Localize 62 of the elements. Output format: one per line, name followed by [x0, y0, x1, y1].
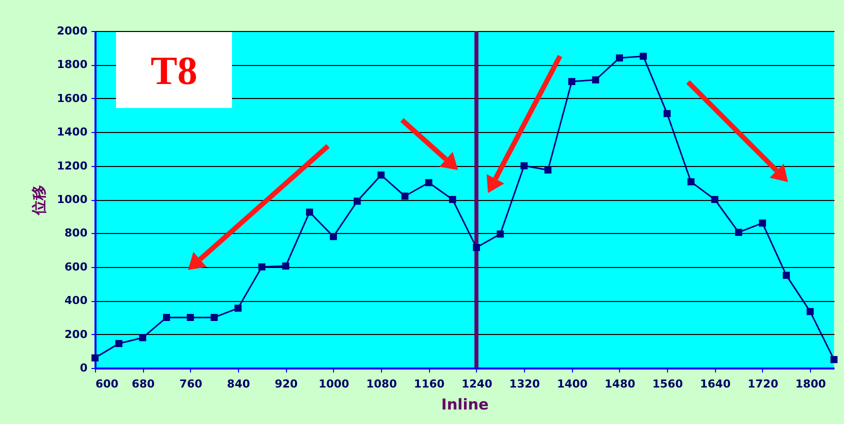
x-tick-label: 1560 — [652, 378, 684, 390]
point — [91, 354, 99, 362]
point — [210, 314, 218, 321]
x-tick-label: 600 — [96, 378, 119, 390]
point — [306, 208, 314, 216]
point — [378, 172, 385, 179]
point — [711, 196, 718, 204]
point — [330, 233, 337, 240]
y-tick-label: 200 — [64, 328, 88, 341]
x-tick-label: 680 — [132, 378, 155, 390]
x-tick-label: 1160 — [414, 378, 445, 390]
y-tick-label: 0 — [80, 362, 88, 374]
x-tick-label: 840 — [227, 378, 250, 390]
point — [687, 178, 695, 186]
x-tick-label: 1640 — [700, 378, 731, 390]
annotation: T8 — [116, 32, 232, 108]
x-tick-label: 1080 — [366, 378, 398, 390]
point — [520, 162, 528, 170]
point — [115, 340, 122, 348]
point — [258, 263, 266, 270]
x-tick-label: 1320 — [509, 378, 540, 390]
point — [282, 262, 290, 270]
y-tick-label: 1400 — [56, 126, 88, 139]
x-tick-label: 760 — [179, 378, 203, 390]
y-tick-label: 600 — [64, 260, 88, 274]
point — [830, 356, 838, 364]
x-tick-label: 1400 — [556, 378, 588, 390]
point — [592, 76, 600, 84]
y-tick-label: 1600 — [56, 92, 88, 105]
x-tick-label: 920 — [274, 378, 298, 390]
x-tick-label: 1800 — [795, 378, 826, 390]
x-tick-label: 1240 — [462, 378, 493, 390]
point — [139, 334, 146, 342]
point — [449, 196, 456, 204]
point — [568, 78, 576, 86]
y-tick-label: 400 — [64, 294, 88, 308]
point — [354, 198, 361, 205]
point — [472, 244, 480, 252]
point — [735, 228, 742, 236]
x-tick-label: 1480 — [604, 378, 636, 390]
y-axis-title: 位移 — [30, 185, 48, 216]
x-axis-title: Inline — [441, 396, 489, 414]
point — [758, 220, 766, 227]
x-tick-label: 1000 — [318, 378, 350, 390]
point — [782, 272, 790, 279]
point — [425, 179, 432, 186]
y-tick-label: 800 — [64, 226, 88, 240]
point — [496, 230, 504, 238]
y-tick-label: 1200 — [56, 159, 88, 172]
point — [234, 304, 242, 312]
y-tick-label: 1000 — [56, 193, 88, 206]
point — [186, 314, 194, 321]
x-tick-label: 1720 — [748, 378, 779, 390]
point — [664, 110, 671, 118]
point — [616, 54, 623, 62]
point — [401, 192, 408, 200]
point — [806, 308, 814, 316]
point — [162, 314, 170, 321]
point — [640, 52, 647, 60]
point — [544, 166, 552, 174]
y-tick-label: 1800 — [56, 58, 88, 72]
y-tick-label: 2000 — [56, 24, 88, 38]
